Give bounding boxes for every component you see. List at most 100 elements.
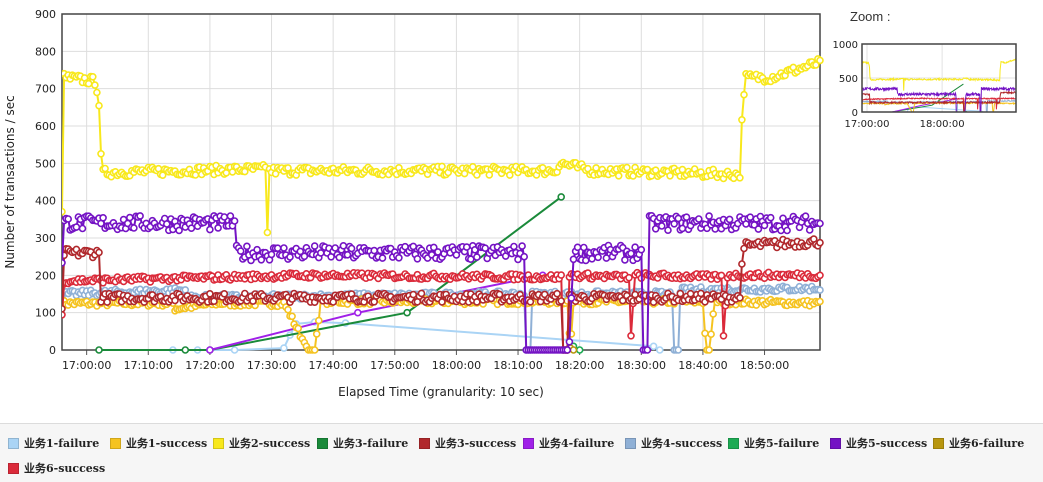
data-point bbox=[59, 306, 65, 312]
data-point bbox=[207, 291, 213, 297]
data-point bbox=[281, 245, 287, 251]
data-point bbox=[644, 347, 650, 353]
data-point bbox=[336, 254, 342, 260]
data-point bbox=[616, 173, 622, 179]
data-point bbox=[577, 347, 583, 353]
data-point bbox=[221, 291, 227, 297]
data-point bbox=[497, 291, 503, 297]
data-point bbox=[702, 330, 708, 336]
legend-item-9[interactable]: 业务5-success bbox=[830, 435, 927, 451]
y-tick-label: 100 bbox=[35, 307, 56, 320]
data-point bbox=[721, 333, 727, 339]
data-point bbox=[679, 225, 685, 231]
y-axis-label: Number of transactions / sec bbox=[3, 95, 17, 268]
x-tick-label: 18:50:00 bbox=[740, 359, 789, 372]
data-point bbox=[340, 243, 346, 249]
data-point bbox=[624, 165, 630, 171]
zoom-y-tick-label: 1000 bbox=[833, 40, 858, 51]
data-point bbox=[312, 243, 318, 249]
legend-label: 业务3-success bbox=[435, 435, 516, 451]
data-point bbox=[628, 333, 634, 339]
legend-item-5[interactable]: 业务3-success bbox=[419, 435, 516, 451]
data-point bbox=[817, 57, 823, 63]
legend-item-11[interactable]: 业务6-success bbox=[8, 460, 105, 476]
data-point bbox=[511, 244, 517, 250]
data-point bbox=[741, 92, 747, 98]
data-point bbox=[817, 287, 823, 293]
data-point bbox=[102, 166, 108, 172]
data-point bbox=[644, 167, 650, 173]
legend-item-10[interactable]: 业务6-failure bbox=[933, 435, 1024, 451]
data-point bbox=[396, 255, 402, 261]
legend-label: 业务4-success bbox=[641, 435, 722, 451]
data-point bbox=[73, 224, 79, 230]
legend-label: 业务1-failure bbox=[24, 435, 99, 451]
legend-label: 业务6-success bbox=[24, 460, 105, 476]
data-point bbox=[131, 225, 137, 231]
legend-swatch bbox=[8, 463, 19, 474]
legend-label: 业务4-failure bbox=[539, 435, 614, 451]
data-point bbox=[287, 254, 293, 260]
data-point bbox=[98, 151, 104, 157]
data-point bbox=[94, 90, 100, 96]
data-point bbox=[566, 339, 572, 345]
x-tick-label: 18:40:00 bbox=[678, 359, 727, 372]
data-point bbox=[345, 252, 351, 258]
legend-item-4[interactable]: 业务3-failure bbox=[317, 435, 408, 451]
legend-item-6[interactable]: 业务4-failure bbox=[523, 435, 614, 451]
data-point bbox=[232, 347, 238, 353]
data-point bbox=[419, 290, 425, 296]
data-point bbox=[410, 243, 416, 249]
y-tick-label: 200 bbox=[35, 269, 56, 282]
data-point bbox=[59, 209, 65, 215]
data-point bbox=[104, 299, 110, 305]
data-point bbox=[182, 287, 188, 293]
data-point bbox=[519, 243, 525, 249]
legend-swatch bbox=[728, 438, 739, 449]
legend-item-2[interactable]: 业务1-success bbox=[110, 435, 207, 451]
data-point bbox=[182, 347, 188, 353]
data-point bbox=[269, 251, 275, 257]
zoom-x-tick-label: 18:00:00 bbox=[920, 119, 965, 130]
legend-item-7[interactable]: 业务4-success bbox=[625, 435, 722, 451]
legend-item-1[interactable]: 业务1-failure bbox=[8, 435, 99, 451]
data-point bbox=[285, 307, 291, 313]
data-point bbox=[583, 257, 589, 263]
legend-label: 业务1-success bbox=[126, 435, 207, 451]
data-point bbox=[632, 244, 638, 250]
zoom-y-tick-label: 500 bbox=[839, 74, 858, 85]
data-point bbox=[258, 257, 264, 263]
data-point bbox=[558, 298, 564, 304]
data-point bbox=[96, 103, 102, 109]
data-point bbox=[65, 216, 71, 222]
data-point bbox=[737, 295, 743, 301]
data-point bbox=[653, 226, 659, 232]
data-point bbox=[507, 172, 513, 178]
data-point bbox=[96, 347, 102, 353]
data-point bbox=[568, 295, 574, 301]
data-point bbox=[665, 227, 671, 233]
data-point bbox=[558, 194, 564, 200]
x-tick-label: 18:10:00 bbox=[493, 359, 542, 372]
data-point bbox=[718, 272, 724, 278]
data-point bbox=[817, 272, 823, 278]
legend-swatch bbox=[8, 438, 19, 449]
y-tick-label: 900 bbox=[35, 8, 56, 21]
data-point bbox=[127, 215, 133, 221]
legend-item-3[interactable]: 业务2-success bbox=[213, 435, 310, 451]
data-point bbox=[275, 245, 281, 251]
data-point bbox=[468, 256, 474, 262]
data-point bbox=[638, 247, 644, 253]
data-point bbox=[667, 173, 673, 179]
data-point bbox=[737, 175, 743, 181]
data-point bbox=[193, 172, 199, 178]
y-tick-label: 500 bbox=[35, 157, 56, 170]
data-point bbox=[741, 246, 747, 252]
y-tick-label: 300 bbox=[35, 232, 56, 245]
data-point bbox=[558, 272, 564, 278]
legend-item-8[interactable]: 业务5-failure bbox=[728, 435, 819, 451]
zoom-x-tick-label: 17:00:00 bbox=[845, 119, 890, 130]
